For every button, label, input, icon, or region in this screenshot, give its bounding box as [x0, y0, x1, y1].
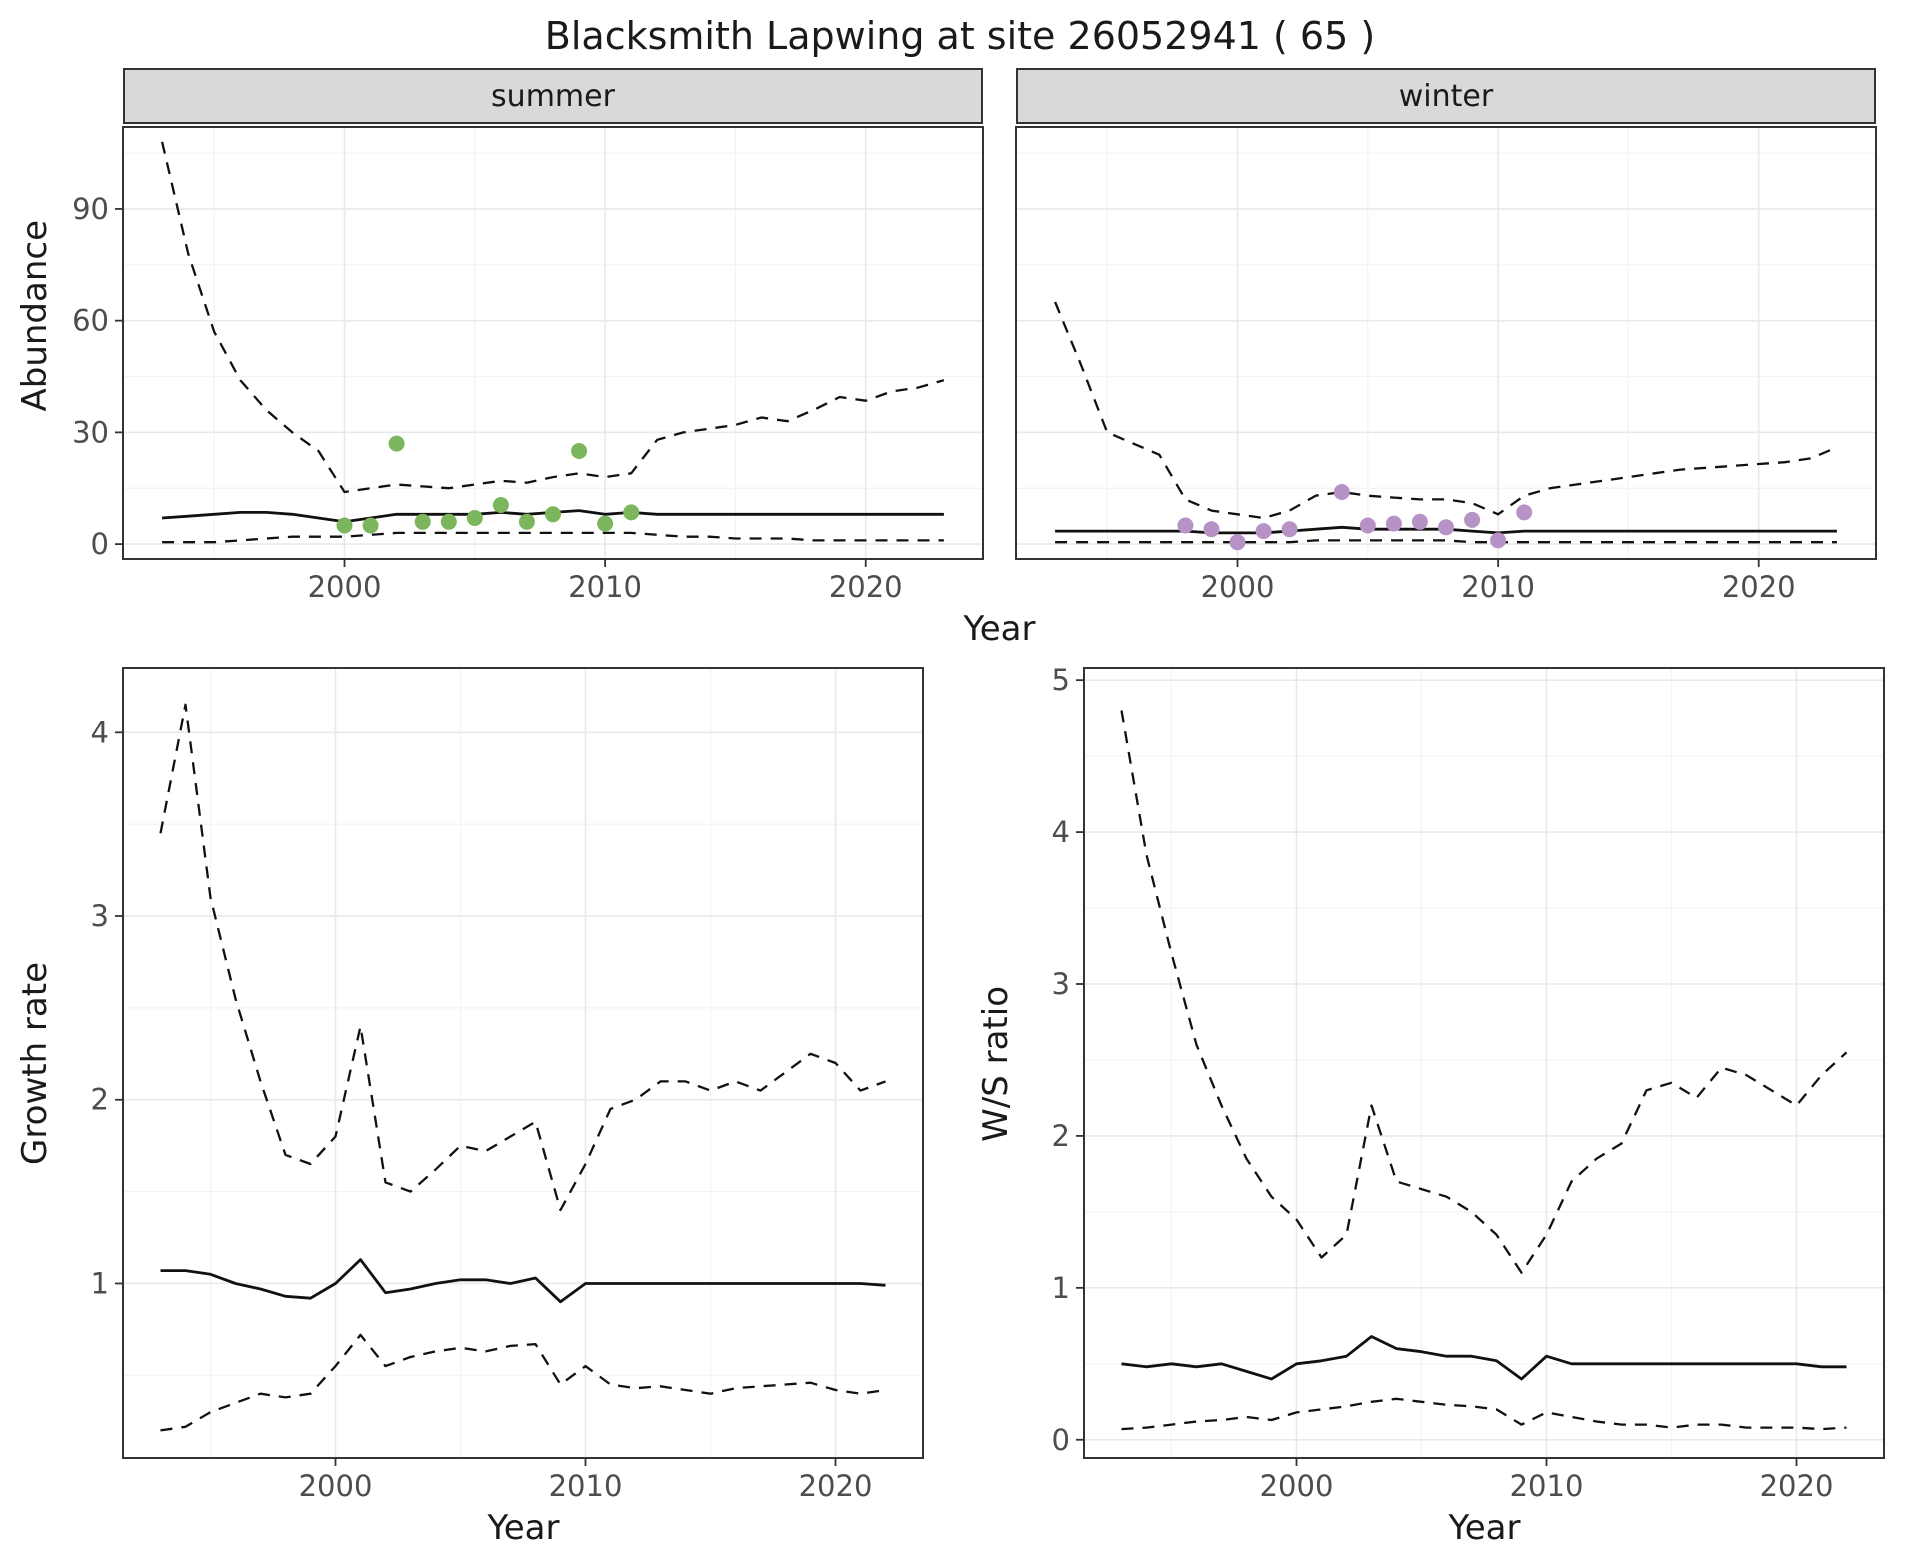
observed-point	[1464, 511, 1481, 528]
abundance-winter-chart: 2000 2010 2020	[1015, 126, 1877, 604]
facet-strip-winter: winter	[1016, 68, 1876, 124]
y-tick-label: 0	[1052, 1423, 1070, 1457]
observed-point	[440, 513, 457, 530]
abundance-summer-chart: 2000 2010 2020 0 30 60 90	[72, 126, 984, 604]
observed-point	[414, 513, 431, 530]
y-tick-label: 4	[91, 715, 109, 749]
observed-point	[362, 517, 379, 534]
panel-border	[1083, 667, 1885, 1459]
y-tick-label: 0	[91, 527, 109, 561]
ws-ratio-figure: W/S ratio 2000 2010 2020 0 1 2 3 4 5 Year	[973, 665, 1898, 1552]
growth-rate-chart: 2000 2010 2020 1 2 3 4	[91, 667, 924, 1503]
ws-ratio-chart: 2000 2010 2020 0 1 2 3 4 5	[1052, 665, 1885, 1503]
observed-point	[1177, 517, 1194, 534]
growth-rate-x-axis-title: Year	[487, 1508, 560, 1548]
observed-point	[1516, 504, 1533, 521]
observed-point	[1359, 517, 1376, 534]
y-tick-label: 5	[1052, 665, 1070, 697]
y-tick-label: 3	[1052, 967, 1070, 1001]
y-tick-label: 30	[72, 415, 109, 449]
panel-background	[123, 668, 923, 1458]
series-line-upper_95ci	[1120, 710, 1848, 1274]
series-line-lower_95ci	[1055, 539, 1837, 544]
y-tick-label: 1	[91, 1266, 109, 1300]
panel-border	[122, 126, 984, 560]
abundance-x-axis-title: Year	[963, 609, 1036, 649]
observed-point	[545, 506, 561, 523]
y-tick-label: 4	[1052, 815, 1070, 849]
x-tick-label: 2010	[1510, 1469, 1584, 1503]
observed-point	[1438, 519, 1454, 536]
observed-point	[466, 510, 483, 526]
observed-point	[597, 515, 614, 532]
series-line-upper_95ci	[160, 141, 945, 494]
series-line-upper_95ci	[159, 703, 886, 1212]
panel-background	[1084, 668, 1884, 1458]
x-tick-label: 2020	[1722, 570, 1796, 604]
observed-point	[1203, 521, 1220, 538]
y-tick-label: 60	[72, 304, 109, 338]
observed-point	[1229, 534, 1246, 551]
y-tick-label: 2	[1052, 1119, 1070, 1153]
observed-point	[1385, 515, 1402, 532]
observed-point	[1333, 484, 1350, 500]
y-tick-label: 1	[1052, 1271, 1070, 1305]
panel-background	[1016, 127, 1876, 559]
observed-point	[623, 504, 640, 521]
observed-point	[1281, 521, 1298, 538]
facet-summer: summer 2000 2010 2020 0 30 60 90	[58, 68, 988, 607]
x-tick-label: 2020	[1760, 1469, 1834, 1503]
x-tick-label: 2010	[549, 1469, 623, 1503]
observed-point	[492, 497, 509, 513]
ws-ratio-y-axis-title: W/S ratio	[973, 665, 1019, 1506]
observed-point	[336, 517, 353, 534]
panel-background	[123, 127, 983, 559]
ws-ratio-y-axis-title-text: W/S ratio	[976, 985, 1016, 1142]
facet-winter: winter 2000 2010 2020	[1014, 68, 1901, 607]
abundance-y-axis-title: Abundance	[12, 68, 58, 607]
x-tick-label: 2020	[799, 1469, 873, 1503]
abundance-y-axis-title-text: Abundance	[15, 219, 55, 412]
x-tick-label: 2020	[829, 570, 903, 604]
series-line-lower_95ci	[1121, 1397, 1847, 1431]
observed-point	[571, 443, 588, 459]
series-line-median	[160, 1258, 886, 1304]
observed-point	[388, 435, 405, 452]
facet-strip-winter-label: winter	[1398, 78, 1494, 114]
panel-border	[122, 667, 924, 1459]
observed-point	[1411, 513, 1428, 530]
observed-point	[1490, 532, 1507, 549]
ws-ratio-x-axis-title: Year	[1448, 1508, 1521, 1548]
x-tick-label: 2010	[568, 570, 642, 604]
x-tick-label: 2010	[1461, 570, 1535, 604]
x-tick-label: 2000	[299, 1469, 373, 1503]
observed-point	[1255, 523, 1272, 540]
y-tick-label: 3	[91, 899, 109, 933]
growth-rate-y-axis-title-text: Growth rate	[15, 962, 55, 1165]
growth-rate-figure: Growth rate 2000 2010 2020 1 2 3 4 Year	[12, 665, 937, 1552]
abundance-facets: summer 2000 2010 2020 0 30 60 90 winter 2000 20…	[58, 68, 1901, 653]
y-tick-label: 90	[72, 192, 109, 226]
facet-strip-summer-label: summer	[491, 78, 615, 114]
series-line-median	[1121, 1335, 1847, 1381]
series-line-lower_95ci	[162, 531, 944, 544]
series-line-lower_95ci	[160, 1333, 886, 1432]
x-tick-label: 2000	[1260, 1469, 1334, 1503]
x-tick-label: 2000	[1201, 570, 1275, 604]
bottom-figures: Growth rate 2000 2010 2020 1 2 3 4 Year W/S ra…	[12, 665, 1908, 1552]
panel-border	[1015, 126, 1877, 560]
growth-rate-y-axis-title: Growth rate	[12, 665, 58, 1506]
y-tick-label: 2	[91, 1083, 109, 1117]
observed-point	[518, 513, 535, 530]
x-tick-label: 2000	[308, 570, 382, 604]
facet-strip-summer: summer	[123, 68, 983, 124]
abundance-figure: Abundance summer 2000 2010 2020 0 30 60 90 win…	[12, 68, 1908, 653]
figure-title: Blacksmith Lapwing at site 26052941 ( 65…	[544, 14, 1376, 58]
